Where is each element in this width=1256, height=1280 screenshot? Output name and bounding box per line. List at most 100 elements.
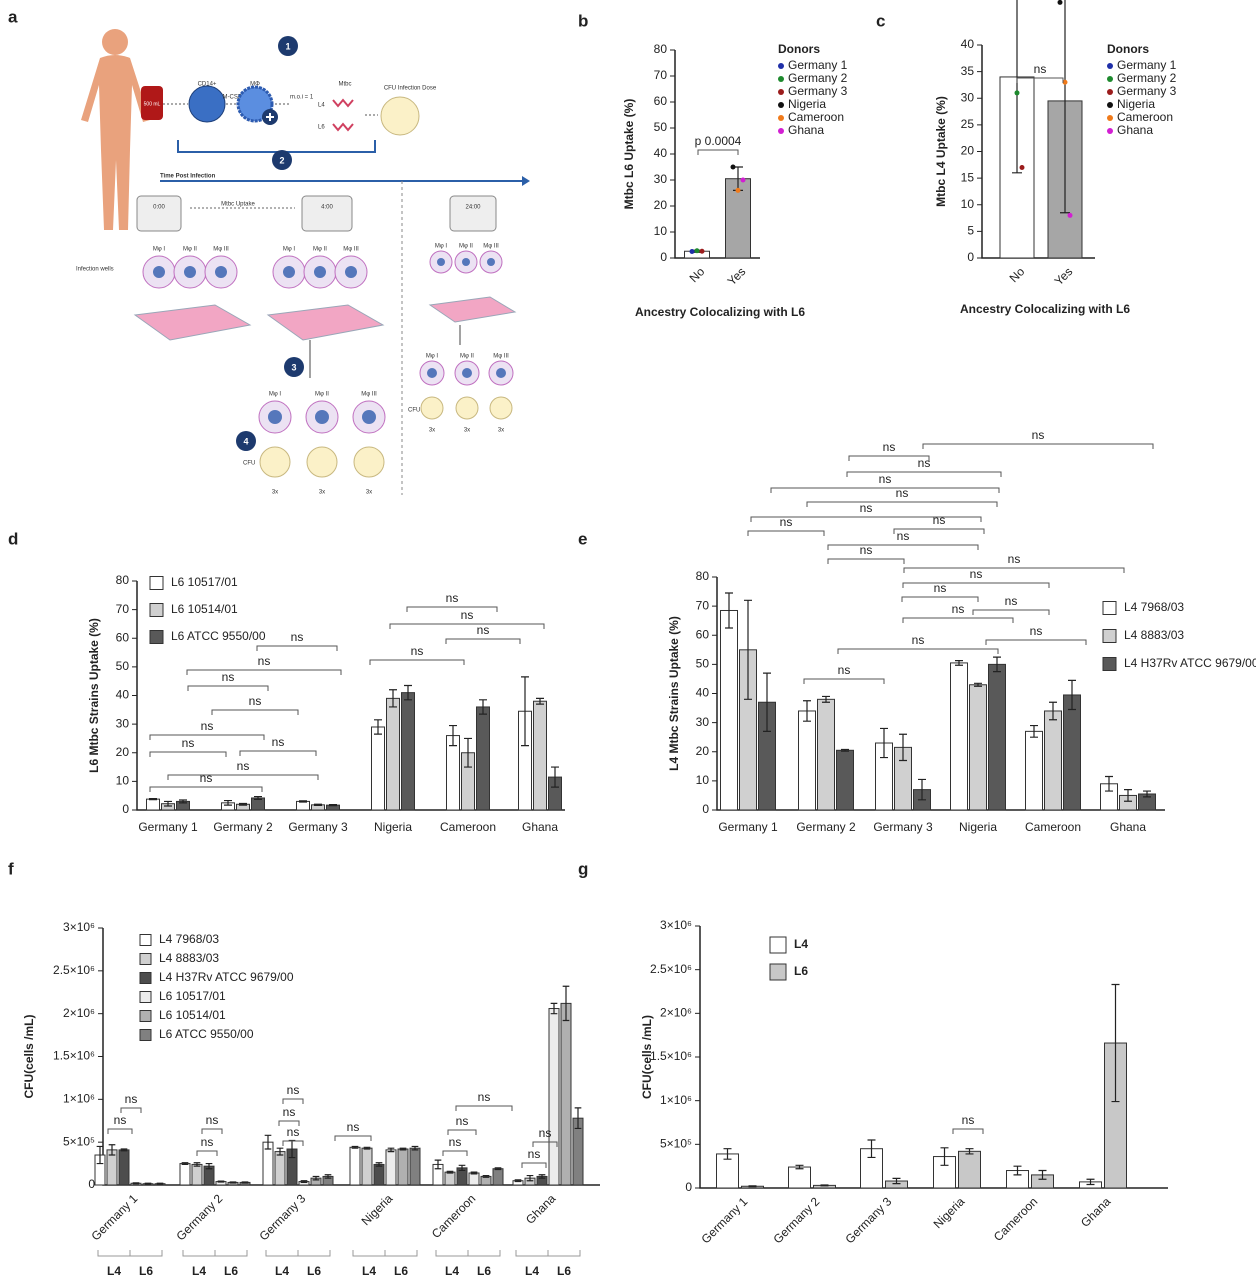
error-bar <box>1060 0 1070 214</box>
x-tick-label: Germany 1 <box>88 1191 140 1243</box>
panel-label: g <box>578 859 588 878</box>
significance-label: ns <box>952 602 965 616</box>
chart: 0 10 20 30 40 50 60 70 80 Mtbc L6 Uptake (%) Ances… <box>622 42 848 319</box>
significance-label: ns <box>934 581 947 595</box>
legend-marker <box>139 953 152 965</box>
replicate-label: 3x <box>498 428 504 434</box>
bar <box>274 1151 286 1186</box>
cfu-label: CFU <box>243 461 255 467</box>
significance-label: ns <box>287 1083 300 1097</box>
error-bar <box>748 1185 757 1188</box>
cell-label: Mtbc <box>338 82 351 88</box>
y-tick-label: 0 <box>685 1180 692 1194</box>
error-bar <box>1013 1165 1022 1176</box>
bar <box>401 692 415 811</box>
error-bar <box>446 1170 454 1174</box>
x-tick-label: Cameroon <box>1025 820 1081 834</box>
human-figure <box>81 29 150 230</box>
panel-labels: a b c d e f g <box>8 7 885 878</box>
group-label: L4 <box>362 1264 376 1278</box>
significance-label: ns <box>879 472 892 486</box>
error-bar <box>264 1134 272 1150</box>
error-bar <box>229 1181 237 1184</box>
error-bar <box>179 799 187 804</box>
y-tick-label: 0 <box>122 802 129 816</box>
strain-label: L6 <box>318 125 325 131</box>
significance-label: ns <box>446 591 459 605</box>
legend-label: Nigeria <box>1117 97 1155 111</box>
significance-bracket <box>278 1120 300 1126</box>
x-tick-label: Ghana <box>1078 1194 1114 1230</box>
bar <box>720 609 738 811</box>
x-tick-label: Germany 3 <box>288 820 348 834</box>
donor-point <box>1014 90 1020 96</box>
group-label: L6 <box>224 1264 238 1278</box>
error-bar <box>404 684 412 701</box>
error-bar <box>1012 0 1022 174</box>
donor-point <box>699 248 705 254</box>
significance-bracket <box>806 501 998 507</box>
mp-label: Mφ III <box>343 247 359 253</box>
donor-point <box>689 249 695 254</box>
y-axis-label: Mtbc L6 Uptake (%) <box>622 99 636 210</box>
legend-marker <box>1107 76 1113 82</box>
significance-bracket <box>532 1141 558 1147</box>
donor-point <box>735 187 741 193</box>
significance-bracket <box>149 734 265 740</box>
error-bar <box>1030 724 1038 738</box>
y-tick-label: 1×10⁶ <box>660 1093 692 1107</box>
step-number: 2 <box>279 155 284 165</box>
y-tick-label: 80 <box>116 573 130 587</box>
significance-bracket <box>848 455 930 461</box>
flow-arrows <box>163 103 378 116</box>
legend-label: L6 10514/01 <box>171 602 238 616</box>
x-tick-label: Cameroon <box>429 1191 479 1241</box>
significance-label: ns <box>237 759 250 773</box>
error-bar <box>841 748 849 752</box>
mp-label: Mφ I <box>269 392 282 398</box>
error-bar <box>965 1148 974 1155</box>
y-tick-label: 10 <box>654 224 668 238</box>
bar <box>296 800 310 811</box>
significance-label: ns <box>201 1135 214 1149</box>
bar <box>371 726 385 811</box>
chart: 0 5×10⁵ 1×10⁶ 1.5×10⁶ 2×10⁶ 2.5×10⁶ 3×10⁶ CFU(c… <box>22 920 600 1278</box>
y-tick-label: 20 <box>116 745 130 759</box>
legend-marker <box>149 576 164 590</box>
significance-bracket <box>442 1150 468 1156</box>
legend-label: Germany 3 <box>788 84 848 98</box>
bar <box>118 1149 130 1186</box>
legend-marker <box>769 936 787 954</box>
x-tick-label: Germany 1 <box>718 820 778 834</box>
group-bracket <box>182 1250 248 1257</box>
error-bar <box>464 737 472 768</box>
error-bar <box>550 1002 558 1015</box>
legend-label: Ghana <box>788 123 824 137</box>
legend-marker <box>1107 89 1113 95</box>
y-axis-label: L4 Mtbc Strains Uptake (%) <box>667 616 681 771</box>
moi-label: m.o.i = 1 <box>290 95 314 101</box>
significance-bracket <box>187 685 269 691</box>
significance-bracket <box>149 751 227 757</box>
group-label: L6 <box>307 1264 321 1278</box>
error-bar <box>389 689 397 708</box>
legend-label: L6 10514/01 <box>159 1008 226 1022</box>
significance-label: ns <box>860 543 873 557</box>
significance-bracket <box>893 528 985 534</box>
error-bar <box>536 697 544 705</box>
donor-point <box>1019 164 1025 170</box>
error-bar <box>458 1164 466 1172</box>
mcsf-label: M-CSF <box>223 95 242 101</box>
legend-marker <box>778 102 784 108</box>
significance-label: ns <box>780 515 793 529</box>
mp-label: Mφ I <box>426 354 439 360</box>
arrow-head <box>522 176 530 186</box>
macrophage-labels: Mφ I Mφ II Mφ III Mφ I Mφ II Mφ III Mφ I… <box>153 244 509 398</box>
bar <box>397 1148 409 1186</box>
x-tick-label: Ghana <box>1110 820 1146 834</box>
error-bar <box>1068 679 1076 711</box>
mp-label: Mφ II <box>315 392 329 398</box>
significance-label: ns <box>528 1147 541 1161</box>
error-bar <box>329 803 337 807</box>
